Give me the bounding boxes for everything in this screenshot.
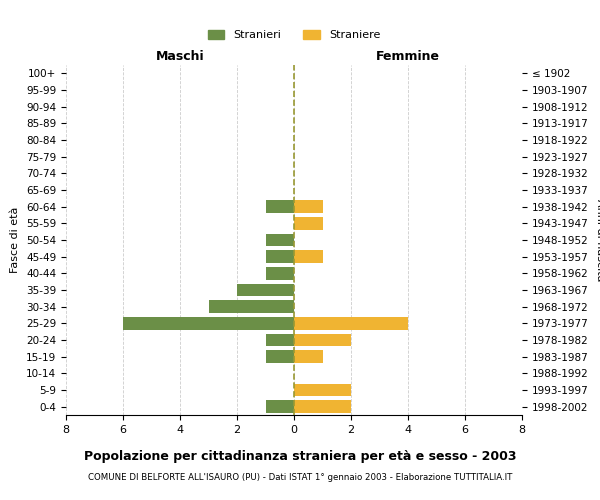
Text: Popolazione per cittadinanza straniera per età e sesso - 2003: Popolazione per cittadinanza straniera p… [84,450,516,463]
Text: Maschi: Maschi [155,50,205,64]
Legend: Stranieri, Straniere: Stranieri, Straniere [203,25,385,44]
Y-axis label: Fasce di età: Fasce di età [10,207,20,273]
Bar [209,300,294,313]
Bar [265,250,294,263]
Bar [265,234,294,246]
Text: Femmine: Femmine [376,50,440,64]
Bar [265,200,294,213]
Bar [294,350,323,363]
Bar [294,400,351,413]
Bar [123,317,294,330]
Bar [294,317,408,330]
Bar [294,384,351,396]
Bar [294,217,323,230]
Bar [237,284,294,296]
Bar [294,334,351,346]
Bar [294,200,323,213]
Bar [294,250,323,263]
Y-axis label: Anni di nascita: Anni di nascita [595,198,600,281]
Bar [265,334,294,346]
Bar [265,267,294,280]
Bar [265,350,294,363]
Text: COMUNE DI BELFORTE ALL'ISAURO (PU) - Dati ISTAT 1° gennaio 2003 - Elaborazione T: COMUNE DI BELFORTE ALL'ISAURO (PU) - Dat… [88,472,512,482]
Bar [265,400,294,413]
